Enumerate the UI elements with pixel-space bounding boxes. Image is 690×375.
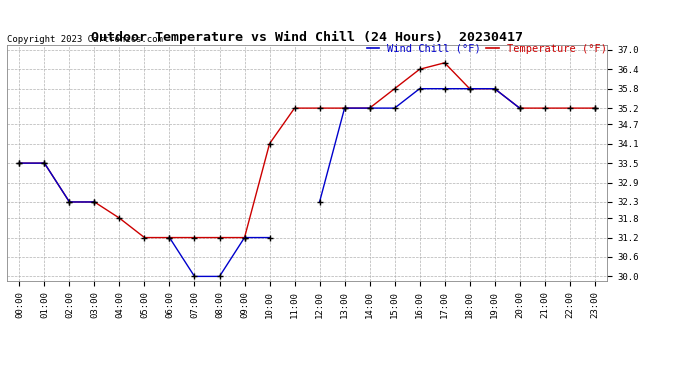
Title: Outdoor Temperature vs Wind Chill (24 Hours)  20230417: Outdoor Temperature vs Wind Chill (24 Ho… bbox=[91, 31, 523, 44]
Text: Copyright 2023 Cartronics.com: Copyright 2023 Cartronics.com bbox=[7, 35, 163, 44]
Legend: Wind Chill (°F), Temperature (°F): Wind Chill (°F), Temperature (°F) bbox=[366, 44, 607, 54]
